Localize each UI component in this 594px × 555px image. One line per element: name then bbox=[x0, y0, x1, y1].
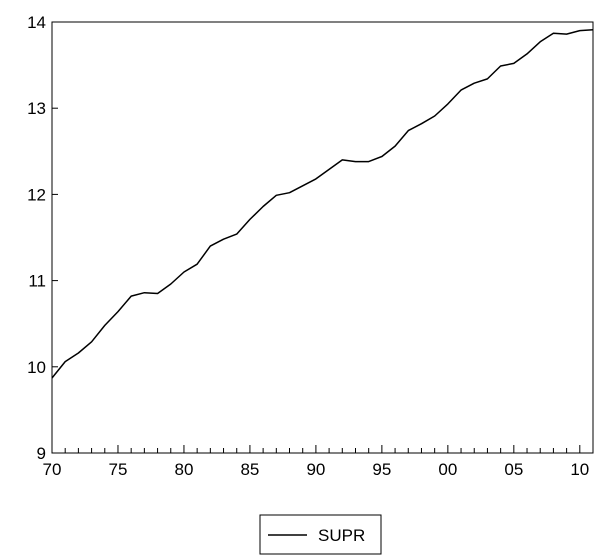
x-tick-label: 90 bbox=[306, 460, 325, 479]
y-tick-label: 14 bbox=[27, 13, 46, 32]
x-tick-label: 75 bbox=[109, 460, 128, 479]
x-tick-label: 10 bbox=[570, 460, 589, 479]
x-tick-label: 95 bbox=[372, 460, 391, 479]
x-tick-label: 00 bbox=[438, 460, 457, 479]
y-tick-label: 11 bbox=[28, 272, 46, 291]
x-tick-label: 70 bbox=[43, 460, 62, 479]
y-tick-label: 12 bbox=[27, 185, 46, 204]
plot-frame bbox=[51, 21, 594, 454]
y-tick-label: 9 bbox=[37, 444, 46, 463]
series-line-supr bbox=[51, 29, 594, 379]
x-tick-label: 80 bbox=[174, 460, 193, 479]
x-tick-label: 05 bbox=[504, 460, 523, 479]
legend: SUPR bbox=[259, 514, 382, 555]
y-tick-label: 13 bbox=[27, 99, 46, 118]
x-tick-label: 85 bbox=[240, 460, 259, 479]
y-tick-label: 10 bbox=[27, 358, 46, 377]
x-axis-ticks: 70 75 80 85 90 95 00 05 10 bbox=[43, 445, 594, 479]
legend-label-supr: SUPR bbox=[318, 526, 365, 545]
y-axis-ticks: 9 10 11 12 13 14 bbox=[27, 13, 58, 463]
series-group bbox=[51, 29, 594, 379]
